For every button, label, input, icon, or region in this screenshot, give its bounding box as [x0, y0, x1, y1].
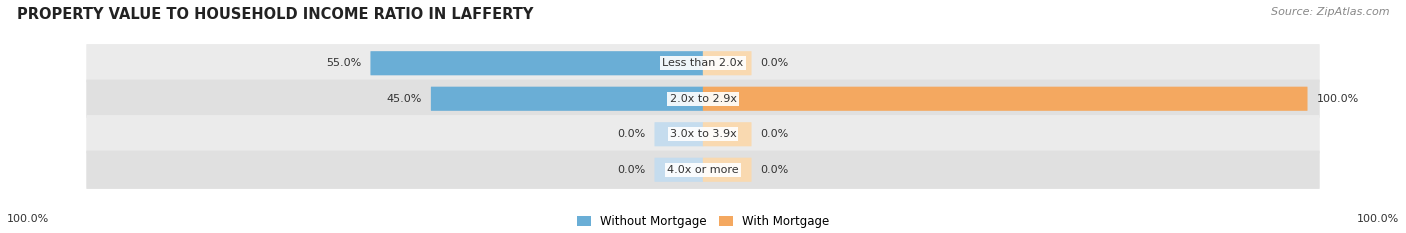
Text: Source: ZipAtlas.com: Source: ZipAtlas.com — [1271, 7, 1389, 17]
Text: 0.0%: 0.0% — [761, 58, 789, 68]
Text: 0.0%: 0.0% — [617, 129, 645, 139]
Text: 4.0x or more: 4.0x or more — [668, 165, 738, 175]
Text: 2.0x to 2.9x: 2.0x to 2.9x — [669, 94, 737, 104]
Text: 0.0%: 0.0% — [761, 129, 789, 139]
Text: 100.0%: 100.0% — [7, 214, 49, 224]
Text: PROPERTY VALUE TO HOUSEHOLD INCOME RATIO IN LAFFERTY: PROPERTY VALUE TO HOUSEHOLD INCOME RATIO… — [17, 7, 533, 22]
Legend: Without Mortgage, With Mortgage: Without Mortgage, With Mortgage — [572, 210, 834, 233]
FancyBboxPatch shape — [370, 51, 703, 75]
Text: Less than 2.0x: Less than 2.0x — [662, 58, 744, 68]
FancyBboxPatch shape — [654, 122, 703, 146]
Text: 45.0%: 45.0% — [387, 94, 422, 104]
Text: 100.0%: 100.0% — [1316, 94, 1358, 104]
FancyBboxPatch shape — [430, 87, 703, 111]
FancyBboxPatch shape — [86, 80, 1320, 118]
FancyBboxPatch shape — [703, 158, 752, 182]
FancyBboxPatch shape — [86, 151, 1320, 189]
FancyBboxPatch shape — [86, 115, 1320, 153]
FancyBboxPatch shape — [703, 87, 1308, 111]
Text: 3.0x to 3.9x: 3.0x to 3.9x — [669, 129, 737, 139]
Text: 0.0%: 0.0% — [617, 165, 645, 175]
Text: 100.0%: 100.0% — [1357, 214, 1399, 224]
FancyBboxPatch shape — [703, 51, 752, 75]
FancyBboxPatch shape — [654, 158, 703, 182]
FancyBboxPatch shape — [86, 44, 1320, 82]
Text: 0.0%: 0.0% — [761, 165, 789, 175]
FancyBboxPatch shape — [703, 122, 752, 146]
Text: 55.0%: 55.0% — [326, 58, 361, 68]
